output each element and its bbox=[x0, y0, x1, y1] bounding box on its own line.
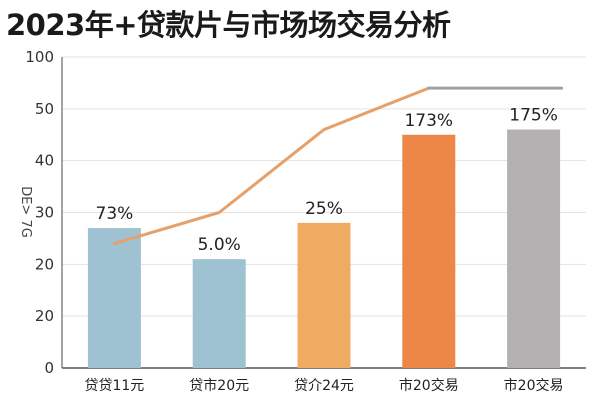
y-tick-label: 100 bbox=[25, 48, 54, 66]
trend-line bbox=[112, 86, 431, 246]
data-label: 5.0% bbox=[198, 235, 241, 255]
y-axis-label: DE> 7G bbox=[18, 186, 33, 238]
y-tick-label: 0 bbox=[44, 359, 54, 377]
data-label: 25% bbox=[305, 199, 343, 219]
bar bbox=[192, 259, 246, 368]
x-tick-label: 贷贷11元 bbox=[84, 378, 144, 394]
bar bbox=[402, 134, 456, 368]
chart-title: 2023年+贷款片与市场场交易分析 bbox=[6, 8, 451, 42]
y-tick-label: 40 bbox=[35, 152, 54, 170]
data-label: 175% bbox=[509, 106, 558, 126]
y-tick-label: 30 bbox=[35, 204, 54, 222]
x-tick-label: 市20交易 bbox=[504, 377, 564, 394]
bar bbox=[87, 228, 141, 368]
data-label: 173% bbox=[404, 111, 453, 131]
data-label: 73% bbox=[96, 204, 134, 224]
y-tick-label: 20 bbox=[35, 255, 54, 273]
x-tick-label: 贷市20元 bbox=[189, 377, 249, 394]
y-tick-label: 50 bbox=[35, 100, 54, 118]
bar bbox=[297, 222, 351, 368]
x-tick-label: 市20交易 bbox=[399, 377, 459, 394]
x-tick-label: 贷介24元 bbox=[294, 378, 354, 394]
y-tick-label: 20 bbox=[35, 307, 54, 325]
bar bbox=[507, 129, 561, 368]
